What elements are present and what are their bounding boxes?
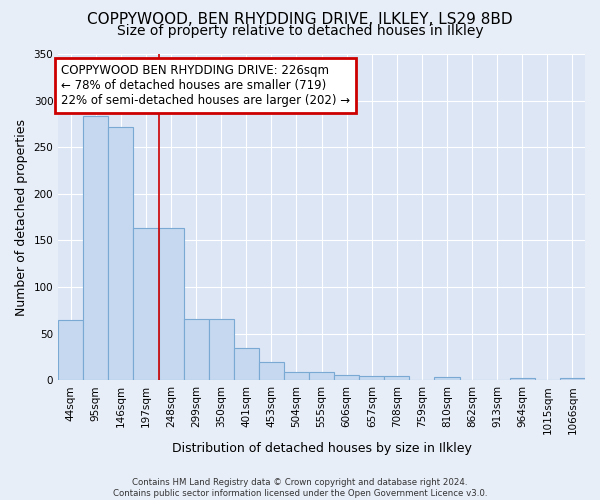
X-axis label: Distribution of detached houses by size in Ilkley: Distribution of detached houses by size … (172, 442, 472, 455)
Bar (109, 126, 133, 380)
Bar (259, 362, 284, 380)
Bar (359, 376, 385, 380)
Bar (184, 318, 209, 380)
Bar (434, 378, 460, 380)
Y-axis label: Number of detached properties: Number of detached properties (15, 118, 28, 316)
Bar (133, 228, 158, 380)
Bar (385, 376, 409, 380)
Bar (284, 372, 309, 380)
Bar (510, 378, 535, 380)
Bar (158, 228, 184, 380)
Bar (560, 378, 585, 380)
Bar (209, 318, 234, 380)
Text: COPPYWOOD, BEN RHYDDING DRIVE, ILKLEY, LS29 8BD: COPPYWOOD, BEN RHYDDING DRIVE, ILKLEY, L… (87, 12, 513, 28)
Text: COPPYWOOD BEN RHYDDING DRIVE: 226sqm
← 78% of detached houses are smaller (719)
: COPPYWOOD BEN RHYDDING DRIVE: 226sqm ← 7… (61, 64, 350, 107)
Bar (309, 372, 334, 380)
Bar (58, 320, 83, 380)
Bar (334, 374, 359, 380)
Bar (83, 116, 109, 380)
Bar (234, 348, 259, 380)
Text: Contains HM Land Registry data © Crown copyright and database right 2024.
Contai: Contains HM Land Registry data © Crown c… (113, 478, 487, 498)
Text: Size of property relative to detached houses in Ilkley: Size of property relative to detached ho… (116, 24, 484, 38)
